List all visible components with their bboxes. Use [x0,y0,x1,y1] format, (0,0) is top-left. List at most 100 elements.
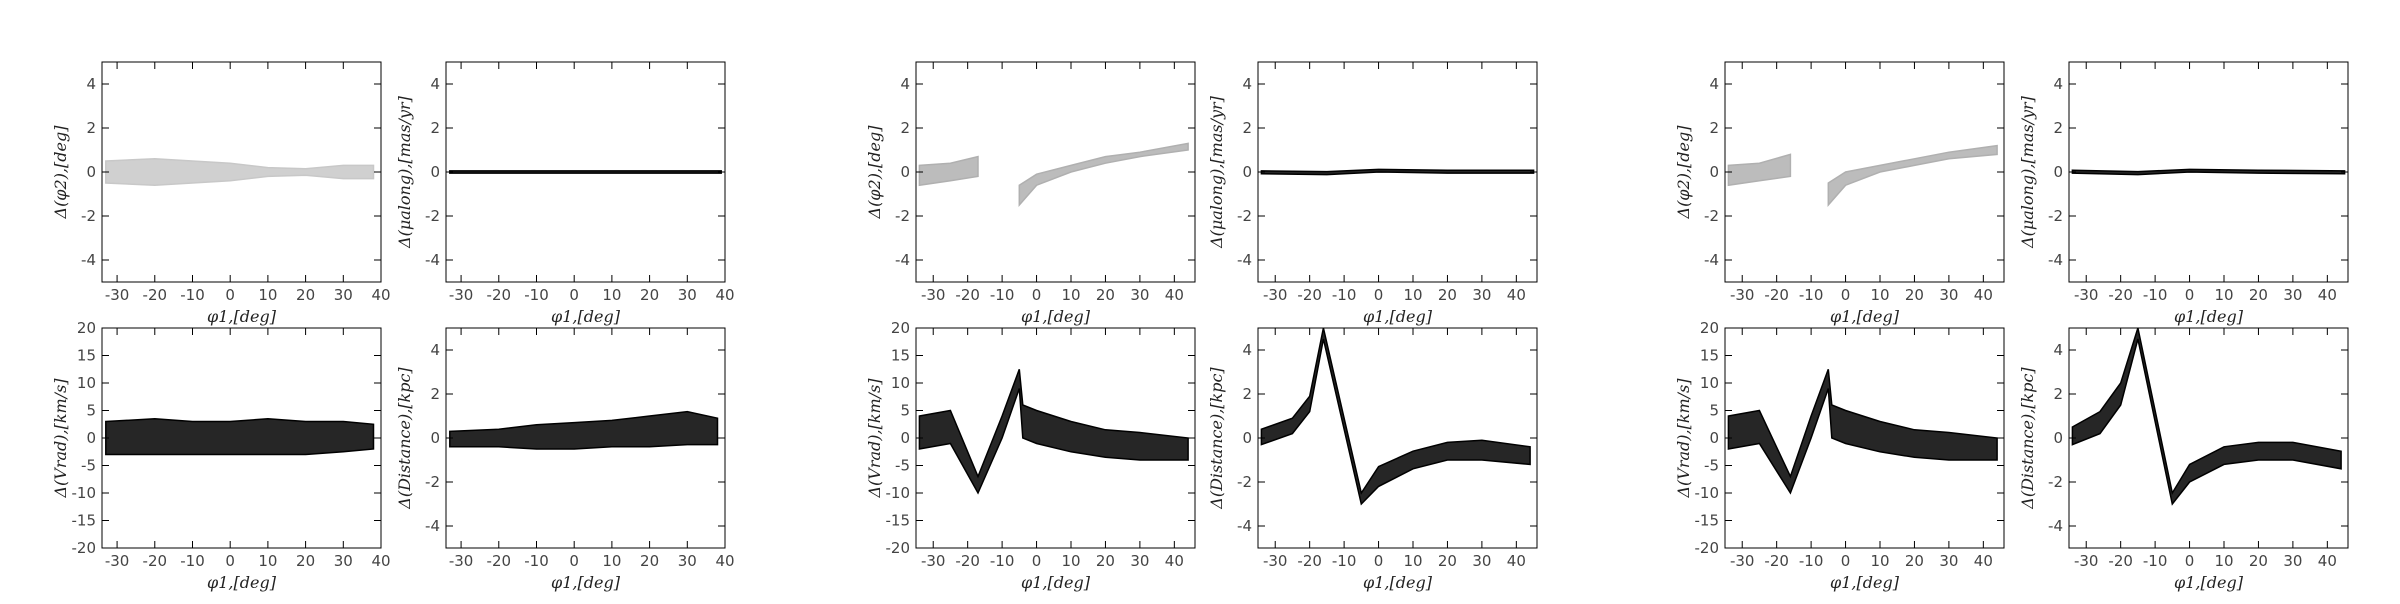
data-band [1260,168,1535,176]
y-tick-label: -2 [425,207,440,225]
y-tick-label: -15 [1695,512,1720,530]
y-tick-label: -10 [72,484,97,502]
x-tick-label: 0 [2185,552,2195,570]
y-tick-label: -4 [1237,517,1252,535]
x-tick-label: -30 [105,552,130,570]
y-tick-label: -2 [2048,207,2063,225]
y-tick-label: 20 [891,319,910,337]
y-tick-label: 5 [86,402,96,420]
x-tick-label: -30 [1263,286,1288,304]
y-tick-label: -4 [2048,251,2063,269]
x-tick-label: 20 [2249,552,2268,570]
x-tick-label: -10 [990,552,1015,570]
x-tick-label: -10 [180,286,205,304]
x-tick-label: 30 [1472,552,1491,570]
y-axis-label: Δ(Distance),[kpc] [1207,367,1226,510]
x-tick-label: 0 [225,552,235,570]
y-tick-label: 0 [2053,429,2063,447]
x-tick-label: 0 [1841,286,1851,304]
y-tick-label: 4 [2053,75,2063,93]
plot-area [105,158,375,186]
x-axis-label: φ1,[deg] [551,573,621,592]
x-axis-label: φ1,[deg] [551,307,621,326]
y-tick-label: 5 [1709,402,1719,420]
y-tick-label: 2 [430,385,440,403]
x-tick-label: -10 [2143,286,2168,304]
x-tick-label: -20 [143,552,168,570]
x-tick-label: 40 [1165,286,1184,304]
x-tick-label: 20 [640,552,659,570]
plot-area [1727,144,1998,207]
y-tick-label: 20 [77,319,96,337]
y-tick-label: 10 [1700,374,1719,392]
y-tick-label: 4 [2053,341,2063,359]
data-band [918,369,1189,495]
plot-area [105,418,375,456]
y-tick-label: 0 [430,163,440,181]
x-tick-label: 10 [602,286,621,304]
y-tick-label: -15 [886,512,911,530]
x-tick-label: 30 [334,552,353,570]
y-tick-label: -10 [886,484,911,502]
y-tick-label: -5 [1704,457,1719,475]
x-tick-label: 40 [2318,286,2337,304]
plot-area [918,142,1189,207]
y-tick-label: -10 [1695,484,1720,502]
panel: -30 -20 -10 0 10 20 30 40 -20 -15 -10 -5 0 5 10 15 20 φ1,… [51,319,391,592]
y-tick-label: 20 [1700,319,1719,337]
x-axis-label: φ1,[deg] [207,573,277,592]
x-tick-label: 20 [1905,552,1924,570]
data-band [1260,328,1531,506]
y-tick-label: -4 [425,251,440,269]
y-tick-label: 15 [1700,347,1719,365]
y-axis-label: Δ(Distance),[kpc] [2018,367,2037,510]
y-tick-label: 4 [430,75,440,93]
y-tick-label: -2 [81,207,96,225]
y-axis-label: Δ(Distance),[kpc] [395,367,414,510]
x-tick-label: -30 [449,286,474,304]
y-axis-label: Δ(μalong),[mas/yr] [1207,95,1226,249]
x-tick-label: 20 [296,286,315,304]
x-tick-label: 30 [1939,552,1958,570]
x-tick-label: 10 [1061,552,1080,570]
panel: -30 -20 -10 0 10 20 30 40-4-2024φ1,[deg]Δ(μalon… [2018,61,2349,326]
y-tick-label: 0 [2053,163,2063,181]
x-tick-label: 20 [1905,286,1924,304]
x-tick-label: -10 [2143,552,2168,570]
panel: -30 -20 -10 0 10 20 30 40 -20 -15 -10 -5 0 5 10 15 20 φ1,… [1674,319,2005,592]
y-tick-label: 15 [77,347,96,365]
x-tick-label: 10 [1403,286,1422,304]
x-tick-label: 10 [602,552,621,570]
y-axis-label: Δ(Vrad),[km/s] [51,378,70,499]
y-axis-label: Δ(φ2),[deg] [51,125,70,220]
x-tick-label: -20 [955,286,980,304]
panel: -30 -20 -10 0 10 20 30 40-4-2024φ1,[deg]Δ(φ2),[… [865,61,1196,326]
x-tick-label: 30 [334,286,353,304]
y-tick-label: 2 [430,119,440,137]
x-tick-label: 30 [1472,286,1491,304]
x-tick-label: -10 [180,552,205,570]
x-tick-label: -30 [1730,552,1755,570]
x-tick-label: -20 [2108,552,2133,570]
x-tick-label: 40 [715,552,734,570]
x-tick-label: 0 [569,286,579,304]
plot-area [2071,168,2346,176]
x-tick-label: -20 [143,286,168,304]
panel: -30 -20 -10 0 10 20 30 40-4-2024φ1,[deg]Δ(Dista… [2018,327,2349,592]
y-tick-label: -2 [895,207,910,225]
y-tick-label: 2 [1709,119,1719,137]
x-tick-label: 40 [371,286,390,304]
panel: -30 -20 -10 0 10 20 30 40-4-2024φ1,[deg]Δ(φ2),[… [1674,61,2005,326]
x-tick-label: -20 [1297,286,1322,304]
axes-frame [1257,327,1538,549]
y-tick-label: -4 [895,251,910,269]
x-tick-label: -10 [1332,552,1357,570]
y-tick-label: -4 [1237,251,1252,269]
x-tick-label: -30 [2074,552,2099,570]
x-tick-label: 30 [678,286,697,304]
x-tick-label: 0 [2185,286,2195,304]
x-tick-label: 10 [258,552,277,570]
x-tick-label: -20 [1297,552,1322,570]
data-band [449,410,719,450]
